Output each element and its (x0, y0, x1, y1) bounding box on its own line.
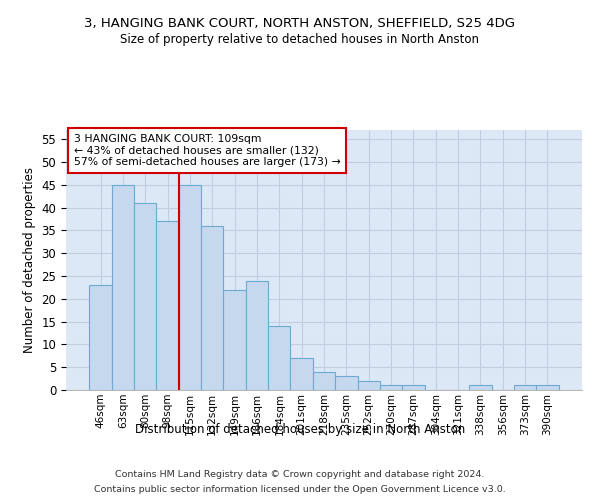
Text: 3 HANGING BANK COURT: 109sqm
← 43% of detached houses are smaller (132)
57% of s: 3 HANGING BANK COURT: 109sqm ← 43% of de… (74, 134, 340, 167)
Bar (246, 280, 268, 390)
Text: Size of property relative to detached houses in North Anston: Size of property relative to detached ho… (121, 32, 479, 46)
Bar (201, 226, 223, 390)
Bar (89, 285, 112, 390)
Bar (157, 221, 179, 390)
Bar (112, 184, 134, 390)
Text: 3, HANGING BANK COURT, NORTH ANSTON, SHEFFIELD, S25 4DG: 3, HANGING BANK COURT, NORTH ANSTON, SHE… (85, 18, 515, 30)
Y-axis label: Number of detached properties: Number of detached properties (23, 167, 36, 353)
Bar (536, 386, 559, 390)
Text: Contains public sector information licensed under the Open Government Licence v3: Contains public sector information licen… (94, 485, 506, 494)
Text: Distribution of detached houses by size in North Anston: Distribution of detached houses by size … (135, 422, 465, 436)
Bar (268, 326, 290, 390)
Bar (469, 386, 491, 390)
Bar (134, 203, 157, 390)
Bar (380, 386, 402, 390)
Bar (223, 290, 246, 390)
Bar (290, 358, 313, 390)
Bar (335, 376, 358, 390)
Bar (358, 381, 380, 390)
Bar (514, 386, 536, 390)
Bar (402, 386, 425, 390)
Bar (313, 372, 335, 390)
Text: Contains HM Land Registry data © Crown copyright and database right 2024.: Contains HM Land Registry data © Crown c… (115, 470, 485, 479)
Bar (179, 184, 201, 390)
